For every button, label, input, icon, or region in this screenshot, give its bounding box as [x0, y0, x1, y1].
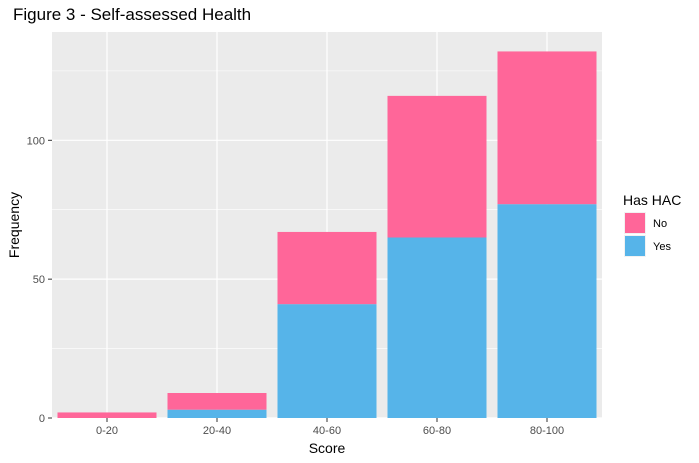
bar-yes-80-100 — [497, 204, 597, 418]
chart-title: Figure 3 - Self-assessed Health — [13, 5, 252, 24]
bar-no-0-20 — [57, 412, 157, 418]
y-tick-label: 0 — [39, 413, 45, 425]
legend-label-yes: Yes — [653, 241, 671, 253]
x-axis-title: Score — [309, 440, 346, 456]
bar-yes-40-60 — [277, 304, 377, 418]
x-tick-label: 80-100 — [530, 425, 564, 437]
bar-no-60-80 — [387, 95, 487, 238]
bar-yes-20-40 — [167, 409, 267, 418]
legend-label-no: No — [653, 218, 667, 230]
bar-no-40-60 — [277, 231, 377, 305]
x-tick-label: 60-80 — [423, 425, 451, 437]
bar-no-80-100 — [497, 51, 597, 205]
y-tick-label: 50 — [33, 274, 45, 286]
legend-swatch-no — [625, 213, 645, 233]
legend-swatch-yes — [625, 236, 645, 256]
y-tick-label: 100 — [27, 135, 45, 147]
y-axis-title: Frequency — [6, 192, 22, 258]
x-tick-label: 0-20 — [96, 425, 118, 437]
bar-yes-60-80 — [387, 237, 487, 418]
x-tick-label: 20-40 — [203, 425, 231, 437]
x-tick-label: 40-60 — [313, 425, 341, 437]
legend-title: Has HAC — [623, 192, 681, 208]
legend: Has HAC No Yes — [623, 192, 681, 257]
bar-no-20-40 — [167, 393, 267, 410]
